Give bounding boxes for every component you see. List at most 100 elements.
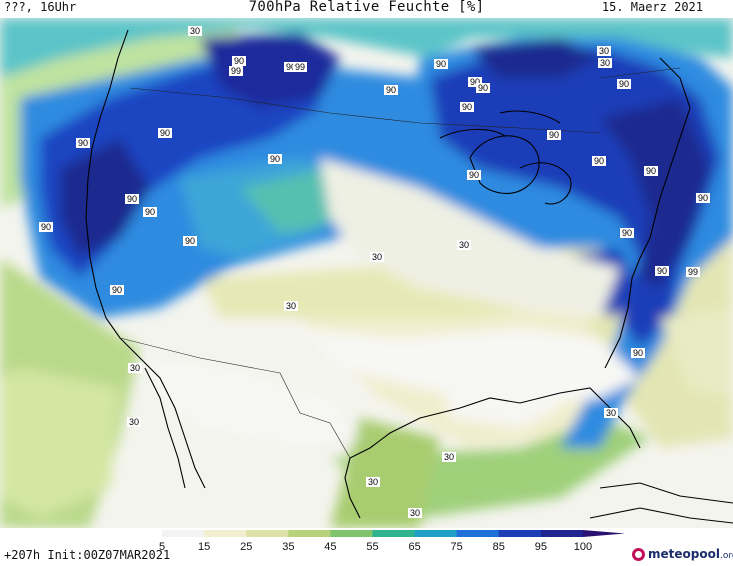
forecast-day-label: ???, 16Uhr <box>4 0 77 14</box>
contour-label: 90 <box>644 166 658 176</box>
svg-text:90: 90 <box>185 236 195 246</box>
contour-label: 90 <box>143 207 157 217</box>
contour-label: 90 <box>620 228 634 238</box>
contour-label: 30 <box>597 46 611 56</box>
svg-text:90: 90 <box>436 59 446 69</box>
svg-text:90: 90 <box>145 207 155 217</box>
svg-text:90: 90 <box>657 266 667 276</box>
legend-tick-label: 35 <box>282 541 294 553</box>
legend-tick-label: 25 <box>240 541 252 553</box>
svg-text:30: 30 <box>606 408 616 418</box>
svg-text:90: 90 <box>470 77 480 87</box>
contour-label: 99 <box>229 66 243 76</box>
contour-label: 30 <box>598 58 612 68</box>
contour-label: 90 <box>655 266 669 276</box>
contour-label: 90 <box>284 62 298 72</box>
svg-text:90: 90 <box>622 228 632 238</box>
legend-tick-label: 55 <box>366 541 378 553</box>
legend-tick-label: 95 <box>535 541 547 553</box>
legend-tick-label: 45 <box>324 541 336 553</box>
svg-text:90: 90 <box>386 85 396 95</box>
logo-text: meteopool.org <box>648 547 733 561</box>
svg-text:90: 90 <box>619 79 629 89</box>
legend-swatch <box>414 530 458 537</box>
map-title: 700hPa Relative Feuchte [%] <box>248 0 485 15</box>
meteopool-logo[interactable]: meteopool.org <box>632 547 733 563</box>
contour-label: 90 <box>39 222 53 232</box>
svg-text:30: 30 <box>599 46 609 56</box>
contour-label: 90 <box>631 348 645 358</box>
svg-text:30: 30 <box>372 252 382 262</box>
contour-label: 90 <box>232 56 246 66</box>
contour-label: 30 <box>408 508 422 518</box>
contour-label: 90 <box>476 83 490 93</box>
svg-text:30: 30 <box>190 26 200 36</box>
legend-swatch <box>288 530 331 537</box>
contour-label: 90 <box>110 285 124 295</box>
contour-label: 90 <box>468 77 482 87</box>
legend-swatch <box>372 530 416 537</box>
contour-label: 30 <box>370 252 384 262</box>
run-info: +207h Init:00Z07MAR2021 <box>4 548 171 562</box>
legend-tick-label: 15 <box>198 541 210 553</box>
svg-text:30: 30 <box>459 240 469 250</box>
svg-text:30: 30 <box>410 508 420 518</box>
svg-text:30: 30 <box>368 477 378 487</box>
contour-label: 30 <box>188 26 202 36</box>
humidity-map: 30 90 99 90 99 90 90 90 90 90 90 90 90 9… <box>0 18 733 528</box>
coastlines <box>85 29 733 524</box>
svg-text:99: 99 <box>295 62 305 72</box>
contour-label: 90 <box>592 156 606 166</box>
contour-label: 90 <box>76 138 90 148</box>
svg-text:90: 90 <box>633 348 643 358</box>
svg-text:30: 30 <box>600 58 610 68</box>
svg-text:30: 30 <box>130 363 140 373</box>
contour-label: 30 <box>442 452 456 462</box>
contour-label: 90 <box>183 236 197 246</box>
legend-swatch <box>456 530 500 537</box>
legend-tick-label: 5 <box>159 541 165 553</box>
header-bar: ???, 16Uhr 700hPa Relative Feuchte [%] 1… <box>0 0 733 18</box>
svg-text:90: 90 <box>594 156 604 166</box>
contour-label: 99 <box>686 267 700 277</box>
contour-label: 30 <box>366 477 380 487</box>
svg-text:99: 99 <box>688 267 698 277</box>
forecast-date: 15. Maerz 2021 <box>601 0 703 14</box>
contour-label: 90 <box>460 102 474 112</box>
contour-label: 30 <box>127 417 141 427</box>
contour-label: 30 <box>457 240 471 250</box>
contour-label: 30 <box>604 408 618 418</box>
contour-label: 90 <box>158 128 172 138</box>
legend-swatch <box>498 530 542 537</box>
svg-text:90: 90 <box>41 222 51 232</box>
contour-label: 90 <box>125 194 139 204</box>
svg-text:30: 30 <box>444 452 454 462</box>
legend-swatch <box>582 530 625 537</box>
contour-label: 90 <box>617 79 631 89</box>
contour-label: 90 <box>384 85 398 95</box>
contour-label: 30 <box>284 301 298 311</box>
svg-text:90: 90 <box>646 166 656 176</box>
legend-tick-label: 100 <box>574 541 592 553</box>
svg-text:90: 90 <box>698 193 708 203</box>
contour-label: 90 <box>696 193 710 203</box>
legend-swatch <box>246 530 289 537</box>
svg-text:90: 90 <box>234 56 244 66</box>
legend-swatch <box>162 530 205 537</box>
svg-text:90: 90 <box>270 154 280 164</box>
svg-text:90: 90 <box>112 285 122 295</box>
contour-label: 90 <box>547 130 561 140</box>
legend-swatch <box>120 530 163 537</box>
svg-text:90: 90 <box>549 130 559 140</box>
svg-text:90: 90 <box>478 83 488 93</box>
legend-swatch <box>540 530 584 537</box>
contour-labels: 30 90 99 90 99 90 90 90 90 90 90 90 90 9… <box>39 26 710 518</box>
svg-text:30: 30 <box>129 417 139 427</box>
logo-mark-icon <box>632 548 645 561</box>
svg-text:90: 90 <box>78 138 88 148</box>
contour-label: 90 <box>434 59 448 69</box>
svg-text:99: 99 <box>231 66 241 76</box>
legend-swatch <box>204 530 247 537</box>
contour-label: 90 <box>268 154 282 164</box>
svg-text:90: 90 <box>462 102 472 112</box>
